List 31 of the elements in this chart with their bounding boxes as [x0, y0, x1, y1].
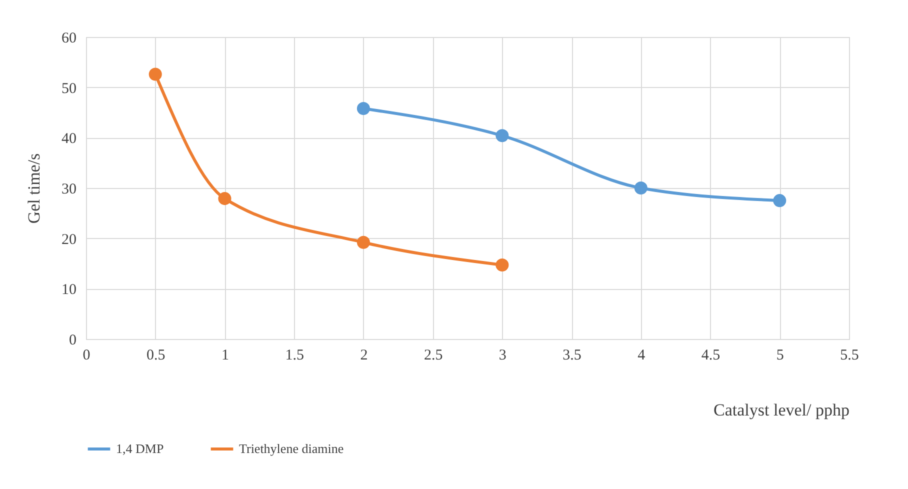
y-tick-label: 50 — [62, 80, 76, 97]
y-tick-label: 20 — [62, 232, 76, 248]
point — [773, 194, 786, 208]
y-tick-label: 0 — [69, 332, 76, 348]
point — [356, 236, 370, 249]
x-tick-label: 0.5 — [146, 348, 166, 364]
y-tick-label: 10 — [62, 282, 76, 298]
x-axis-title: Catalyst level/ pphp — [714, 400, 850, 420]
y-tick-label: 60 — [62, 30, 76, 46]
point — [218, 192, 232, 206]
x-tick-label: 1 — [221, 348, 229, 364]
point — [496, 129, 509, 142]
y-axis-title: Gel time/s — [24, 153, 44, 224]
legend-label: Triethylene diamine — [239, 441, 344, 456]
x-tick-label: 1.5 — [285, 348, 304, 364]
y-tick-label: 40 — [62, 131, 76, 148]
point — [634, 181, 648, 195]
point — [356, 102, 370, 115]
x-tick-label: 5 — [776, 348, 784, 364]
legend-label: 1,4 DMP — [116, 441, 164, 456]
x-tick-label: 2.5 — [424, 348, 443, 364]
x-tick-label: 0 — [82, 348, 90, 364]
y-tick-label: 30 — [62, 182, 76, 198]
point — [496, 258, 509, 272]
x-tick-label: 5.5 — [840, 348, 859, 364]
x-tick-label: 4.5 — [701, 348, 720, 364]
x-tick-label: 2 — [360, 348, 368, 364]
x-tick-label: 3 — [498, 348, 506, 364]
x-tick-label: 4 — [638, 348, 646, 364]
x-tick-label: 3.5 — [562, 348, 582, 364]
point — [148, 68, 162, 81]
